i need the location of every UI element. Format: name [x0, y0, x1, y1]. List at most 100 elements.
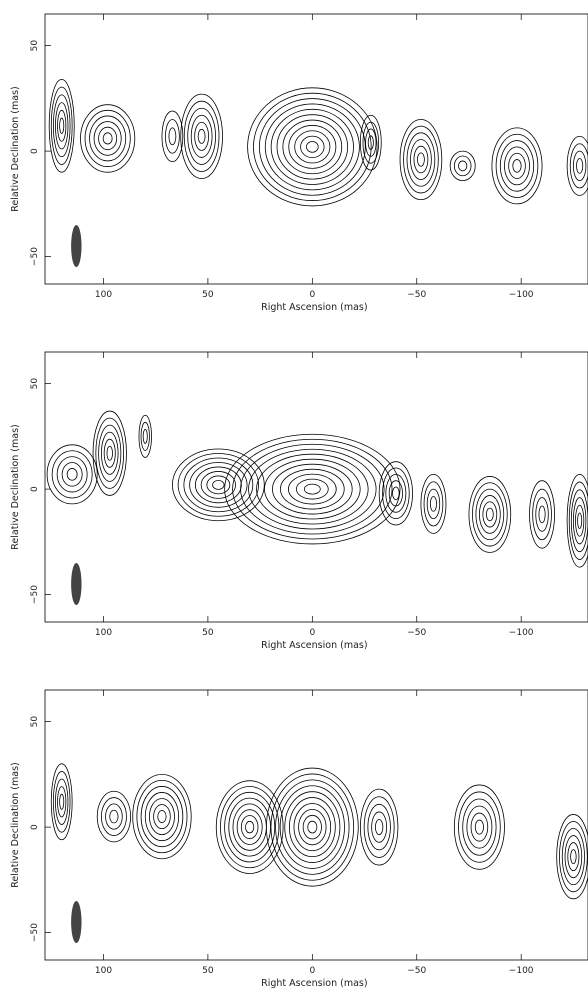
contour-level [570, 489, 588, 553]
contour-level [512, 159, 522, 173]
contour-level [453, 784, 505, 870]
contour-level [468, 476, 512, 553]
contour-level [157, 810, 167, 823]
contour-level [140, 421, 150, 451]
contour-level [215, 780, 284, 874]
contour-component [171, 448, 265, 522]
x-axis-label: Right Ascension (mas) [261, 640, 367, 651]
contour-level [392, 486, 400, 501]
y-tick-label: 0 [30, 824, 40, 830]
contour-level [180, 93, 223, 179]
contour-level [144, 792, 180, 842]
y-axis-label: Relative Declination (mas) [10, 762, 21, 888]
contour-level [52, 94, 71, 158]
y-axis-label: Relative Declination (mas) [10, 424, 21, 550]
contour-component [556, 814, 588, 900]
contour-level [294, 130, 331, 164]
contour-level [280, 468, 345, 510]
contour-level [362, 121, 380, 164]
contour-level [529, 480, 555, 549]
contour-level [106, 445, 113, 461]
y-tick-label: 50 [30, 40, 40, 52]
contour-level [248, 448, 377, 530]
contour-level [462, 798, 497, 856]
y-tick-label: −50 [30, 585, 40, 604]
contour-level [495, 133, 539, 198]
contour-level [284, 791, 341, 863]
contour-level [105, 803, 123, 830]
contour-level [564, 835, 583, 879]
contour-level [300, 135, 325, 159]
contour-level [61, 462, 83, 487]
contour-level [575, 504, 585, 537]
x-tick-label: −100 [509, 290, 534, 300]
contour-level [100, 431, 119, 475]
x-tick-label: −50 [407, 966, 426, 976]
contour-level [279, 785, 345, 869]
y-tick-label: 50 [30, 378, 40, 390]
contour-level [532, 488, 552, 541]
contour-level [499, 140, 535, 192]
contour-level [570, 849, 577, 865]
contour-level [569, 143, 588, 189]
x-tick-label: −50 [407, 628, 426, 638]
contour-level [367, 135, 374, 150]
contour-component [566, 473, 588, 568]
contour-component [50, 763, 73, 841]
contour-level [51, 450, 93, 499]
contour-level [96, 790, 132, 843]
contour-level [92, 410, 127, 496]
contour-component [96, 790, 132, 843]
contour-level [46, 444, 98, 505]
contour-level [84, 109, 131, 167]
contour-level [236, 809, 263, 845]
beam-ellipse [71, 562, 82, 606]
contour-level [426, 488, 441, 520]
contour-level [98, 424, 122, 482]
contour-component [359, 114, 382, 171]
contour-level [240, 443, 385, 535]
contour-level [132, 773, 192, 860]
y-tick-label: −50 [30, 247, 40, 266]
contour-level [410, 139, 432, 180]
x-tick-label: −100 [509, 966, 534, 976]
y-axis-label: Relative Declination (mas) [10, 86, 21, 212]
panel-3: 100 50 0 −50 −100 −50 0 50 Right Ascension (mas)… [10, 689, 588, 989]
contour-level [89, 115, 127, 162]
contour-level [504, 146, 530, 186]
contour-level [474, 819, 484, 835]
contour-level [475, 488, 505, 541]
contour-level [359, 788, 399, 866]
contour-level [302, 814, 322, 840]
contour-level [80, 104, 136, 173]
contour-level [576, 158, 584, 174]
contour-level [136, 780, 188, 854]
contour-level [194, 121, 209, 151]
contour-level [212, 480, 225, 490]
contour-level [200, 471, 236, 499]
contour-level [382, 467, 410, 520]
contour-level [567, 842, 580, 872]
contour-level [417, 152, 425, 167]
contour-level [149, 798, 175, 836]
contour-level [140, 786, 184, 848]
contour-component [161, 110, 184, 163]
contour-level [165, 119, 180, 154]
contour-level [245, 820, 255, 834]
x-tick-label: 100 [95, 628, 112, 638]
x-tick-label: 50 [202, 290, 214, 300]
contour-level [57, 786, 67, 818]
contour-level [270, 108, 354, 185]
contour-component [224, 433, 401, 545]
contour-level [538, 505, 546, 524]
x-tick-label: 100 [95, 966, 112, 976]
contour-level [98, 126, 118, 151]
contour-level [385, 473, 407, 513]
y-tick-label: 0 [30, 148, 40, 154]
contour-level [303, 483, 321, 495]
contour-level [388, 480, 403, 507]
contour-level [264, 458, 361, 520]
contour-component [359, 788, 399, 866]
contour-level [194, 466, 242, 504]
contour-level [142, 428, 148, 444]
